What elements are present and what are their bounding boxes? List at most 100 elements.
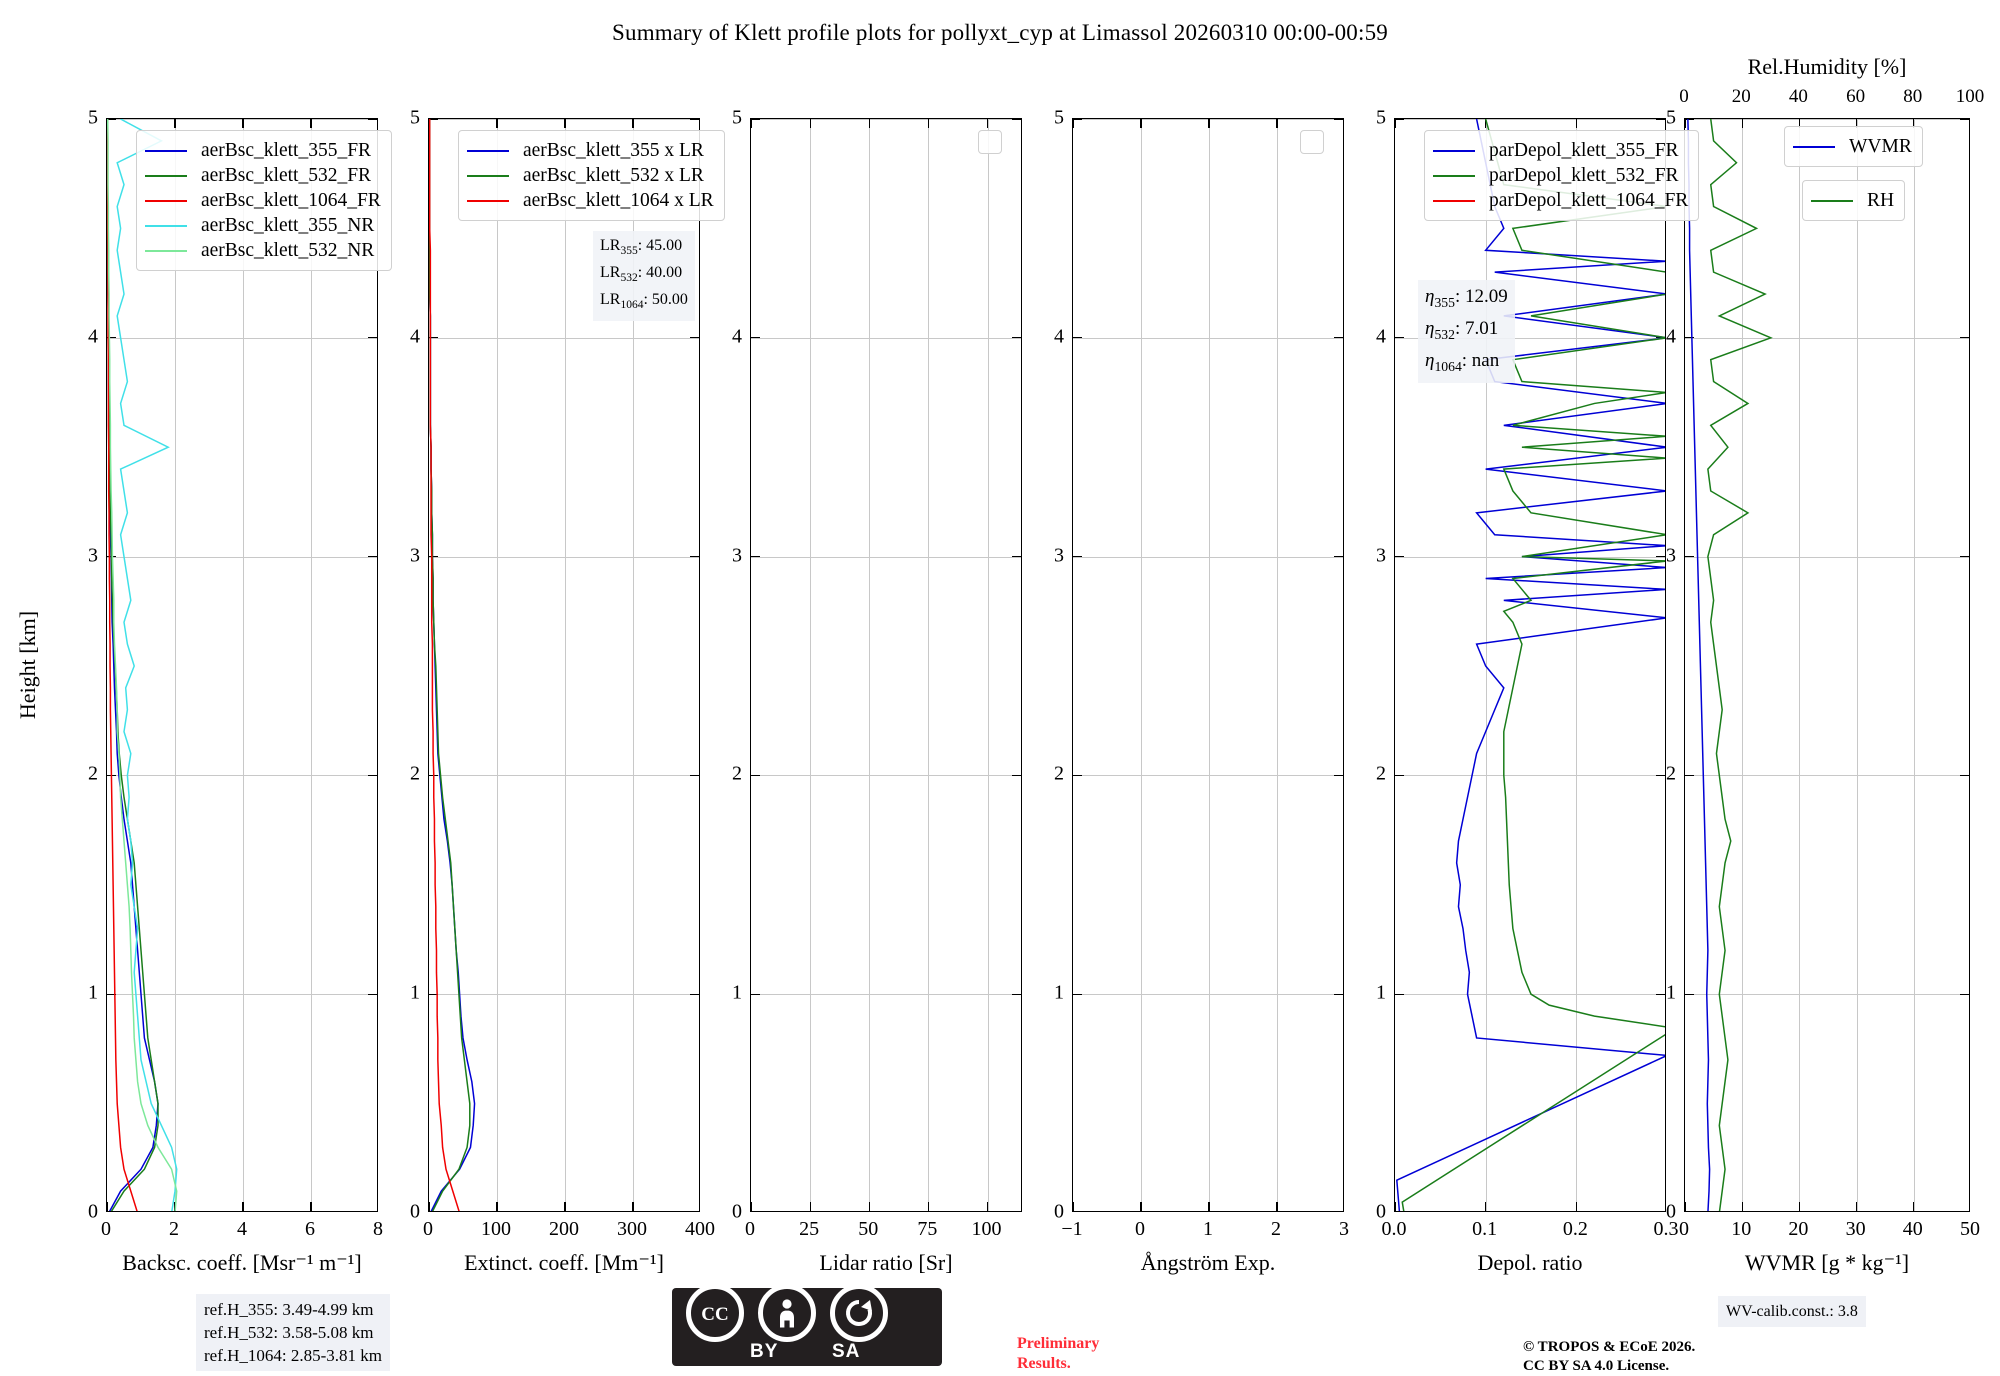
- y-tick: [751, 118, 760, 119]
- rh-tick-label: 100: [1930, 86, 2000, 108]
- y-tick-label: 2: [1018, 763, 1064, 786]
- svg-text:CC: CC: [701, 1304, 728, 1325]
- x-tick-label: 0.2: [1530, 1218, 1620, 1241]
- legend-item[interactable]: parDepol_klett_1064_FR: [1433, 188, 1688, 213]
- cc-license-badge[interactable]: CC BY SA: [672, 1288, 942, 1366]
- legend-label: aerBsc_klett_532_FR: [201, 163, 371, 188]
- x-tick: [751, 1202, 752, 1211]
- legend-item[interactable]: parDepol_klett_532_FR: [1433, 163, 1688, 188]
- x-axis-title-backscatter: Backsc. coeff. [Msr⁻¹ m⁻¹]: [122, 1250, 361, 1276]
- gridline-vertical: [1277, 119, 1278, 1211]
- x-tick-label: 0.1: [1440, 1218, 1530, 1241]
- y-axis-label: Height [km]: [15, 611, 41, 719]
- y-tick-label: 1: [1630, 982, 1676, 1005]
- gridline-vertical: [1209, 119, 1210, 1211]
- y-tick-label: 1: [52, 982, 98, 1005]
- y-tick-label: 5: [52, 107, 98, 130]
- x-axis-title-extinction: Extinct. coeff. [Mm⁻¹]: [464, 1250, 664, 1276]
- y-tick-label: 4: [1018, 325, 1064, 348]
- legend-color-swatch: [145, 175, 187, 177]
- y-tick-label: 5: [1018, 107, 1064, 130]
- gridline-horizontal: [751, 557, 1021, 558]
- legend-item[interactable]: RH: [1811, 188, 1894, 213]
- legend-water-vapour[interactable]: WVMR: [1784, 126, 1923, 167]
- x-tick: [869, 1202, 870, 1211]
- series-WVMR: [1688, 119, 1710, 1212]
- legend-label: aerBsc_klett_1064 x LR: [523, 188, 714, 213]
- series-aerBsc_klett_532 x LR: [430, 119, 470, 1212]
- legend-item[interactable]: aerBsc_klett_532_FR: [145, 163, 381, 188]
- x-tick: [987, 1202, 988, 1211]
- ref-heights-box: ref.H_355: 3.49-4.99 km ref.H_532: 3.58-…: [196, 1294, 390, 1371]
- x-tick: [1208, 1202, 1209, 1211]
- x-tick-top: [1276, 119, 1277, 128]
- legend-color-swatch: [467, 150, 509, 152]
- y-tick-label: 4: [374, 325, 420, 348]
- annotation-line: η1064: nan: [1425, 348, 1508, 380]
- legend-label: aerBsc_klett_355 x LR: [523, 138, 704, 163]
- y-tick: [751, 994, 760, 995]
- y-tick-label: 2: [1340, 763, 1386, 786]
- legend-placeholder-angstrom-exponent[interactable]: [1300, 130, 1324, 154]
- x-tick-top: [1140, 119, 1141, 128]
- gridline-vertical: [928, 119, 929, 1211]
- x-tick: [928, 1202, 929, 1211]
- legend-color-swatch: [145, 150, 187, 152]
- y-tick-label: 2: [52, 763, 98, 786]
- annotation-line: LR355: 45.00: [600, 235, 688, 262]
- legend-item[interactable]: aerBsc_klett_532_NR: [145, 238, 381, 263]
- legend-item[interactable]: aerBsc_klett_1064 x LR: [467, 188, 714, 213]
- annotation-line: η532: 7.01: [1425, 316, 1508, 348]
- legend-item[interactable]: aerBsc_klett_1064_FR: [145, 188, 381, 213]
- legend-item[interactable]: aerBsc_klett_355 x LR: [467, 138, 714, 163]
- y-tick-label: 4: [1340, 325, 1386, 348]
- legend-item[interactable]: aerBsc_klett_532 x LR: [467, 163, 714, 188]
- x-tick-label: 0.0: [1349, 1218, 1439, 1241]
- page-title: Summary of Klett profile plots for polly…: [0, 20, 2000, 46]
- y-tick: [1073, 118, 1082, 119]
- x-tick-top: [987, 119, 988, 128]
- legend-item[interactable]: aerBsc_klett_355_FR: [145, 138, 381, 163]
- annotation-line: η355: 12.09: [1425, 284, 1508, 316]
- plot-panel-water-vapour: [1684, 118, 1970, 1212]
- x-axis-title-depolarization-ratio: Depol. ratio: [1477, 1250, 1582, 1276]
- legend-item[interactable]: parDepol_klett_355_FR: [1433, 138, 1688, 163]
- legend-label: aerBsc_klett_1064_FR: [201, 188, 381, 213]
- y-tick-label: 5: [696, 107, 742, 130]
- gridline-vertical: [810, 119, 811, 1211]
- y-tick-label: 5: [1340, 107, 1386, 130]
- legend-placeholder-lidar-ratio[interactable]: [978, 130, 1002, 154]
- y-tick-label: 1: [1340, 982, 1386, 1005]
- legend-color-swatch: [1793, 146, 1835, 148]
- legend-color-swatch: [1433, 175, 1475, 177]
- gridline-horizontal: [1073, 994, 1343, 995]
- y-tick: [751, 337, 760, 338]
- gridline-horizontal: [751, 338, 1021, 339]
- gridline-vertical: [1141, 119, 1142, 1211]
- x-tick: [810, 1202, 811, 1211]
- legend-color-swatch: [1433, 200, 1475, 202]
- y-tick-label: 5: [1630, 107, 1676, 130]
- y-tick-label: 3: [1630, 544, 1676, 567]
- legend-label: aerBsc_klett_355_FR: [201, 138, 371, 163]
- y-tick: [751, 556, 760, 557]
- legend-item[interactable]: WVMR: [1793, 134, 1912, 159]
- gridline-vertical: [988, 119, 989, 1211]
- legend-item[interactable]: aerBsc_klett_355_NR: [145, 213, 381, 238]
- cc-badge-body: CC BY SA: [672, 1288, 942, 1366]
- x-axis-title-water-vapour: WVMR [g * kg⁻¹]: [1745, 1250, 1909, 1276]
- data-curves: [107, 119, 378, 1212]
- cc-badge-icons: CC: [672, 1288, 942, 1338]
- gridline-vertical: [869, 119, 870, 1211]
- legend-rh[interactable]: RH: [1802, 180, 1905, 221]
- legend-color-swatch: [1433, 150, 1475, 152]
- rh-axis-title: Rel.Humidity [%]: [1748, 54, 1907, 80]
- legend-color-swatch: [145, 250, 187, 252]
- y-tick: [1073, 337, 1082, 338]
- gridline-horizontal: [1073, 338, 1343, 339]
